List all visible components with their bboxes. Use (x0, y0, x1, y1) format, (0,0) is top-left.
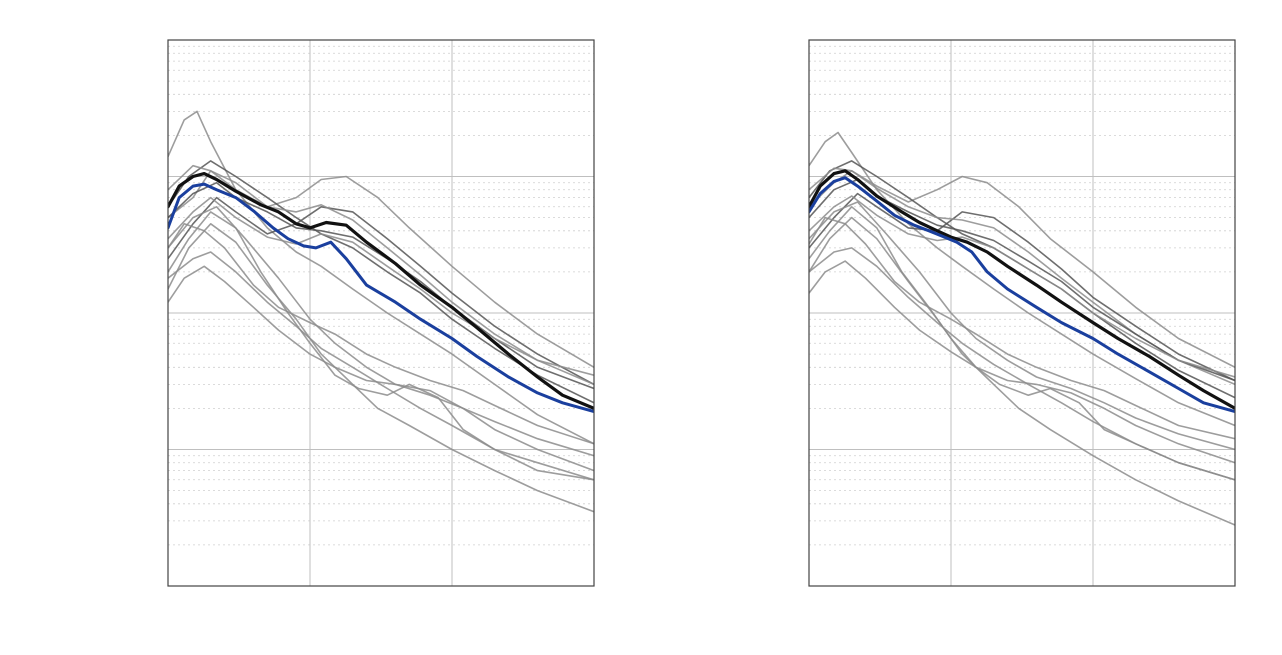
series-group (168, 110, 594, 513)
record-line (168, 164, 594, 386)
plot-frame (808, 39, 1236, 587)
target-line (809, 176, 1235, 413)
plot-frame (167, 39, 595, 587)
record-line (168, 196, 594, 376)
record-line (168, 223, 594, 445)
record-line (809, 216, 1235, 526)
record-line (168, 181, 594, 390)
mean-line (168, 172, 594, 410)
record-line (809, 260, 1235, 464)
record-line (168, 211, 594, 481)
series-group (809, 131, 1235, 526)
chart-right-svg (808, 39, 1236, 587)
record-line (809, 160, 1235, 399)
record-line (168, 206, 594, 457)
record-line (809, 131, 1235, 427)
record-line (809, 247, 1235, 481)
record-line (168, 160, 594, 404)
target-line (168, 182, 594, 413)
chart-left-svg (167, 39, 595, 587)
mean-line (809, 169, 1235, 410)
record-line (168, 251, 594, 481)
chart-panel-right (641, 0, 1282, 655)
record-line (168, 196, 594, 386)
record-line (809, 216, 1235, 440)
chart-panel-left (167, 39, 595, 587)
record-line (809, 206, 1235, 481)
grid (168, 40, 594, 586)
record-line (168, 110, 594, 445)
record-line (168, 265, 594, 472)
record-line (168, 223, 594, 513)
record-line (809, 201, 1235, 451)
record-line (809, 170, 1235, 369)
grid (809, 40, 1235, 586)
record-line (809, 192, 1235, 382)
record-line (809, 195, 1235, 378)
record-line (168, 170, 594, 369)
